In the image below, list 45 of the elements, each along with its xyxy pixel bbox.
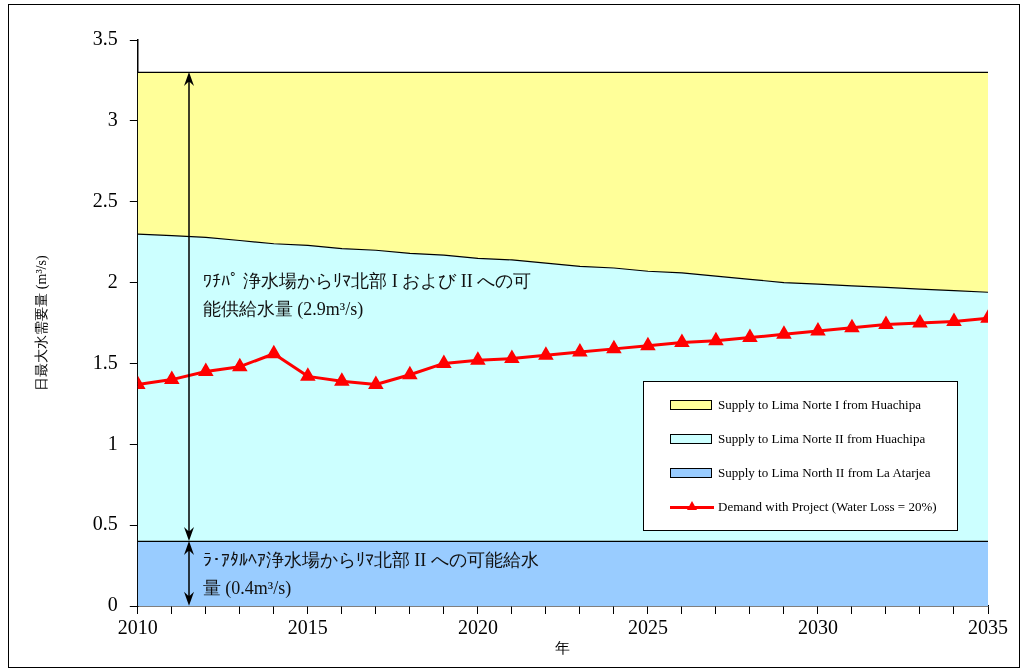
x-tick-label: 2010 [117, 616, 158, 639]
point [947, 313, 961, 326]
y-tick-label: 3 [107, 108, 118, 131]
point [539, 347, 553, 360]
point [199, 364, 213, 377]
point [743, 330, 757, 343]
x-tick-label: 2020 [457, 616, 498, 639]
legend-label: Supply to Lima Norte II from Huachipa [718, 431, 926, 447]
point [641, 338, 655, 351]
point [845, 320, 859, 333]
legend-label: Demand with Project (Water Loss = 20%) [718, 499, 937, 515]
y-tick-label: 0.5 [92, 512, 118, 535]
y-axis-title: 日最大水需要量 (m³/s) [34, 255, 51, 391]
point [267, 346, 281, 359]
x-tick-label: 2030 [797, 616, 838, 639]
point [879, 317, 893, 330]
x-tick-label: 2025 [627, 616, 668, 639]
point [709, 333, 723, 346]
annotation: ﾗ･ｱﾀﾙﾍｱ浄水場からﾘﾏ北部 II への可能給水量 (0.4m³/s) [202, 548, 540, 600]
legend-label: Supply to Lima Norte I from Huachipa [718, 397, 921, 413]
point [675, 334, 689, 347]
point [811, 323, 825, 336]
x-axis-title: 年 [555, 639, 571, 656]
point [301, 368, 315, 381]
point [233, 359, 247, 372]
point [369, 376, 383, 389]
point [437, 355, 451, 368]
point [165, 372, 179, 385]
point [505, 351, 519, 364]
point [403, 367, 417, 380]
point [913, 315, 927, 328]
point [471, 352, 485, 365]
x-tick-label: 2035 [968, 616, 1008, 639]
y-tick-label: 0 [107, 593, 118, 616]
point [777, 326, 791, 339]
x-tick-label: 2015 [287, 616, 328, 639]
y-tick-label: 1.5 [92, 350, 118, 373]
y-tick-label: 2 [107, 269, 118, 292]
point [573, 344, 587, 357]
y-tick-label: 2.5 [92, 188, 118, 211]
legend-label: Supply to Lima North II from La Atarjea [718, 465, 931, 481]
point [335, 373, 349, 386]
y-tick-label: 1 [107, 431, 118, 454]
y-tick-label: 3.5 [92, 27, 118, 50]
point [607, 341, 621, 354]
